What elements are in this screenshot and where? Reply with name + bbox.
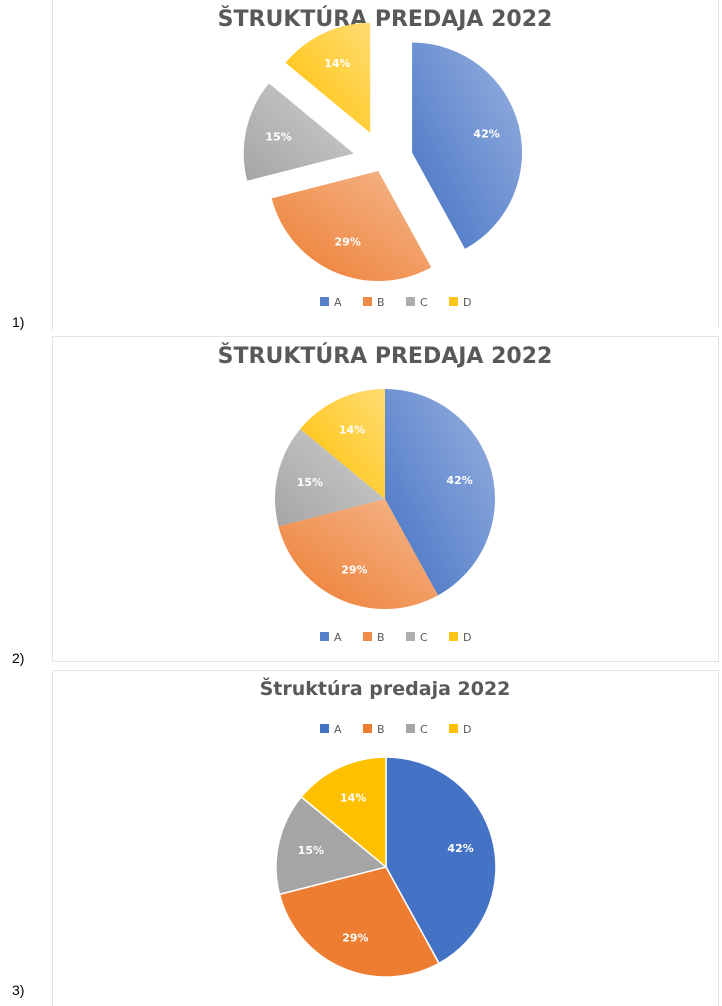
legend-label-a: A [334,723,342,736]
pie-slice-b [278,866,441,978]
legend-label-a: A [334,631,342,644]
figure-label-3: 3) [12,982,25,998]
data-label-b: 29% [335,236,361,249]
legend-swatch-a [320,632,329,641]
pie-slice-a [385,756,497,965]
legend-swatch-b [363,724,372,733]
data-label-b: 29% [341,564,367,577]
pie-slice-c [243,83,354,181]
chart2-bottom-border [52,661,719,662]
data-label-c: 15% [298,844,324,857]
legend-swatch-c [406,297,415,306]
legend-label-b: B [377,631,385,644]
legend-swatch-b [363,297,372,306]
chart2-right-border [718,336,719,662]
legend-swatch-a [320,724,329,733]
chart-title: ŠTRUKTÚRA PREDAJA 2022 [218,343,553,369]
pie-slice-b [271,171,432,282]
pie-chart-2: ŠTRUKTÚRA PREDAJA 2022 42% 29% 15% 14% A B C D [218,343,553,644]
legend-label-d: D [463,723,471,736]
pie-chart-1: ŠTRUKTÚRA PREDAJA 2022 42% 29% 15% 14% A B C D [218,6,553,309]
legend-label-d: D [463,296,471,309]
chart-legend: A B C D [320,296,471,309]
chart-title: ŠTRUKTÚRA PREDAJA 2022 [218,6,553,32]
legend-swatch-a [320,297,329,306]
legend-label-c: C [420,631,428,644]
legend-label-c: C [420,296,428,309]
legend-label-b: B [377,723,385,736]
chart-title: Štruktúra predaja 2022 [260,676,511,700]
legend-label-a: A [334,296,342,309]
chart1-left-border [52,0,53,330]
data-label-d: 14% [324,57,350,70]
pie-slice-a [412,42,523,249]
legend-label-c: C [420,723,428,736]
legend-label-d: D [463,631,471,644]
pie-slice-c [275,795,388,896]
chart3-right-border [718,670,719,1006]
chart-panel-2: ŠTRUKTÚRA PREDAJA 2022 42% 29% 15% 14% A B C D [53,337,718,661]
figure-label-2: 2) [12,650,25,666]
data-label-d: 14% [340,791,366,804]
pie-chart-3: Štruktúra predaja 2022 42% 29% 15% 14% A B C D [260,676,511,978]
chart2-top-border [52,336,719,337]
legend-label-b: B [377,296,385,309]
pie-slice-d [300,389,385,499]
chart3-top-border [52,670,719,671]
data-label-a: 42% [447,842,473,855]
chart2-left-border [52,336,53,662]
data-label-b: 29% [342,932,368,945]
chart-legend: A B C D [320,723,471,736]
pie-slice-b [278,499,438,609]
data-label-d: 14% [339,423,365,436]
legend-swatch-d [449,724,458,733]
pie-slice-d [285,22,371,133]
data-label-c: 15% [265,131,291,144]
chart1-right-border [718,0,719,328]
pie-slice-c [275,428,385,527]
figure-label-1: 1) [12,314,25,330]
legend-swatch-b [363,632,372,641]
legend-swatch-c [406,632,415,641]
data-label-c: 15% [297,476,323,489]
chart-legend: A B C D [320,631,471,644]
legend-swatch-d [449,297,458,306]
legend-swatch-c [406,724,415,733]
chart-panel-3: Štruktúra predaja 2022 42% 29% 15% 14% A B C D [53,671,718,1006]
legend-swatch-d [449,632,458,641]
data-label-a: 42% [473,127,499,140]
pie-slice-a [385,389,495,596]
chart3-left-border [52,670,53,1006]
chart-panel-1: ŠTRUKTÚRA PREDAJA 2022 42% 29% 15% 14% A B C D [53,0,718,330]
pie-slice-d [300,756,387,869]
data-label-a: 42% [446,474,472,487]
